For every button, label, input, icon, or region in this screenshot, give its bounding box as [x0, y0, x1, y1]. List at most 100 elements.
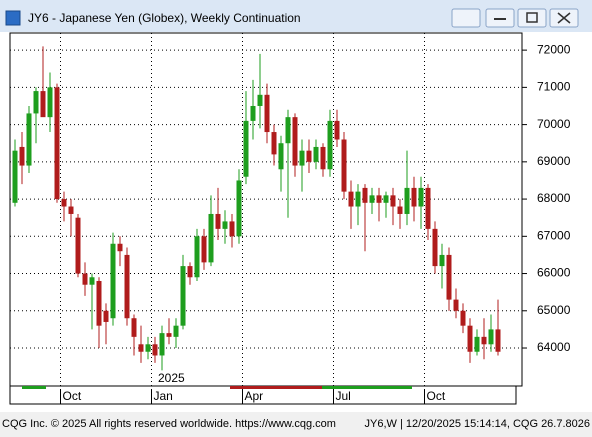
candle-body: [110, 243, 116, 319]
candle-body: [166, 333, 172, 337]
app-icon: [5, 10, 21, 26]
x-tick-label: Jul: [336, 389, 351, 403]
candle-body: [348, 191, 354, 207]
candle-body: [236, 180, 242, 237]
candle-body: [145, 344, 151, 352]
x-tick-label: Jan: [154, 389, 173, 403]
candle-body: [425, 187, 431, 229]
candle-body: [285, 117, 291, 144]
footer-bg: [0, 413, 592, 432]
x-tick-label: Oct: [63, 389, 82, 403]
footer: CQG Inc. © 2025 All rights reserved worl…: [0, 413, 592, 432]
candle-body: [313, 146, 319, 162]
title-bar: JY6 - Japanese Yen (Globex), Weekly Cont…: [0, 0, 592, 32]
candle-body: [418, 187, 424, 207]
candle-body: [488, 329, 494, 345]
candle-body: [12, 150, 18, 203]
y-tick-label: 69000: [537, 154, 571, 168]
candle-body: [40, 91, 46, 118]
candle-body: [68, 206, 74, 214]
candle-body: [432, 228, 438, 267]
candle-body: [453, 299, 459, 311]
candle-body: [404, 187, 410, 214]
candle-body: [89, 277, 95, 285]
candle-body: [19, 146, 25, 166]
candle-body: [215, 213, 221, 229]
candle-body: [33, 91, 39, 114]
candle-body: [75, 217, 81, 274]
y-tick-label: 71000: [537, 80, 571, 94]
candle-body: [47, 87, 53, 118]
candle-body: [271, 132, 277, 155]
candle-body: [355, 191, 361, 207]
candle-body: [278, 143, 284, 170]
candle-body: [61, 199, 67, 207]
y-tick-label: 66000: [537, 266, 571, 280]
candle-body: [446, 254, 452, 300]
candle-body: [327, 120, 333, 170]
maximize-button[interactable]: [517, 8, 547, 28]
y-tick-label: 65000: [537, 303, 571, 317]
candle-body: [292, 117, 298, 166]
candle-body: [208, 213, 214, 263]
candle-body: [243, 120, 249, 177]
candle-body: [306, 150, 312, 162]
candle-body: [187, 266, 193, 278]
candle-body: [376, 195, 382, 203]
candle-body: [103, 310, 109, 322]
candle-body: [369, 195, 375, 203]
session-band: [230, 386, 322, 389]
year-label: 2025: [158, 371, 185, 385]
x-tick-label: Oct: [427, 389, 446, 403]
candle-body: [383, 195, 389, 203]
candle-body: [194, 236, 200, 278]
candle-body: [334, 120, 340, 140]
candle-body: [474, 336, 480, 352]
candle-body: [264, 94, 270, 133]
candle-body: [117, 243, 123, 252]
candle-body: [467, 325, 473, 352]
candle-body: [439, 254, 445, 267]
y-tick-label: 67000: [537, 228, 571, 242]
candle-body: [124, 254, 130, 319]
candle-body: [460, 310, 466, 326]
y-tick-label: 64000: [537, 340, 571, 354]
candle-body: [341, 139, 347, 192]
candle-body: [320, 146, 326, 170]
maximize-icon: [526, 12, 538, 23]
y-tick-label: 72000: [537, 42, 571, 56]
candle-body: [201, 236, 207, 263]
candle-body: [222, 221, 228, 229]
candle-body: [159, 333, 165, 356]
candle-body: [250, 105, 256, 121]
candle-body: [397, 206, 403, 214]
candle-body: [173, 325, 179, 337]
candle-body: [411, 187, 417, 207]
candle-body: [82, 273, 88, 285]
candle-body: [138, 344, 144, 352]
candle-body: [180, 266, 186, 326]
plot-area: [9, 32, 523, 387]
candle-body: [54, 87, 60, 200]
candle-body: [26, 113, 32, 166]
candle-body: [257, 94, 263, 106]
candle-body: [229, 221, 235, 237]
candle-body: [299, 150, 305, 166]
candle-body: [96, 280, 102, 326]
x-tick-label: Apr: [245, 389, 264, 403]
candle-body: [390, 195, 396, 207]
y-tick-label: 68000: [537, 191, 571, 205]
session-band: [22, 386, 46, 389]
y-tick-label: 70000: [537, 117, 571, 131]
link-button[interactable]: [451, 8, 481, 28]
candle-body: [495, 329, 501, 352]
close-icon: [557, 12, 571, 24]
candle-body: [481, 336, 487, 345]
candle-body: [362, 187, 368, 203]
footer-left: CQG Inc. © 2025 All rights reserved worl…: [2, 418, 336, 430]
candle-body: [131, 318, 137, 337]
window-title: JY6 - Japanese Yen (Globex), Weekly Cont…: [28, 11, 301, 25]
candle-body: [152, 344, 158, 356]
footer-right: JY6,W | 12/20/2025 15:14:14, CQG 26.7.80…: [365, 418, 590, 430]
